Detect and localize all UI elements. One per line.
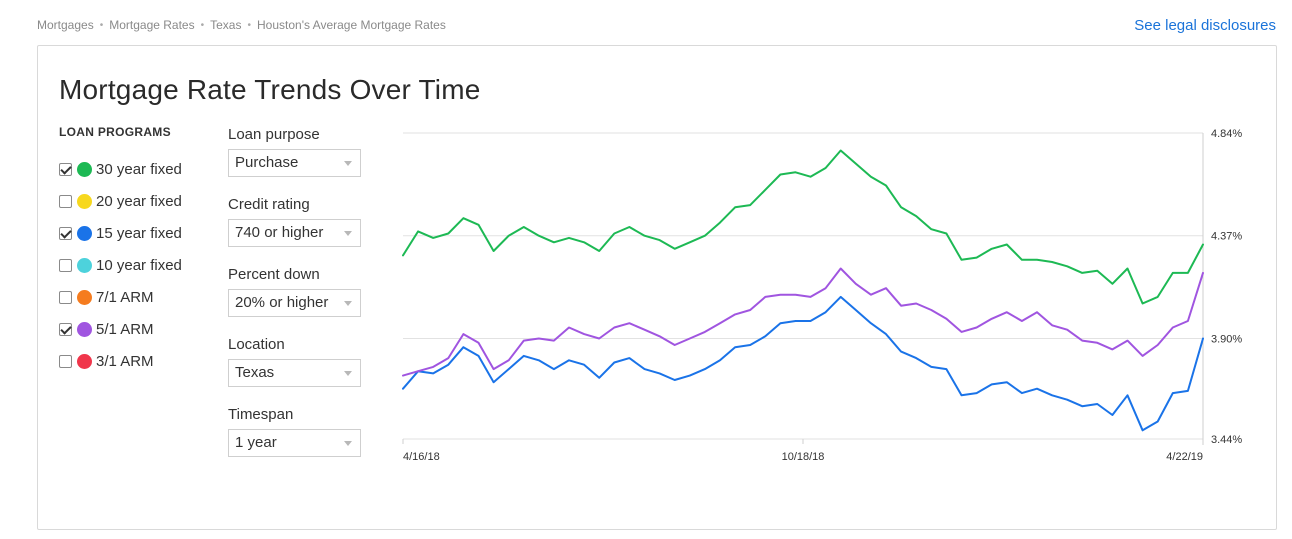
filter-label: Loan purpose xyxy=(228,126,320,143)
series-line xyxy=(402,149,1204,305)
filter-select-value: 20% or higher xyxy=(235,294,329,311)
series-color-dot xyxy=(77,225,92,241)
mortgage-trends-panel: Mortgage Rate Trends Over Time LOAN PROG… xyxy=(37,45,1277,530)
filter-select-value: 1 year xyxy=(235,434,277,451)
y-tick-label: 3.44% xyxy=(1211,434,1242,446)
y-tick-label: 4.84% xyxy=(1211,128,1242,140)
series-color-dot xyxy=(77,161,92,177)
breadcrumb-separator: • xyxy=(99,19,104,31)
x-tick-label: 4/22/19 xyxy=(1166,451,1203,463)
series-line xyxy=(402,295,1204,432)
filter-select-value: 740 or higher xyxy=(235,224,324,241)
program-checkbox[interactable] xyxy=(59,322,72,336)
filter-select[interactable]: Purchase xyxy=(228,149,361,177)
series-color-dot xyxy=(77,321,92,337)
series-color-dot xyxy=(77,289,92,305)
program-label: 15 year fixed xyxy=(96,224,182,242)
program-label: 20 year fixed xyxy=(96,192,182,210)
program-checkbox[interactable] xyxy=(59,354,72,368)
breadcrumb-separator: • xyxy=(247,19,251,31)
filter-select[interactable]: 20% or higher xyxy=(228,289,361,317)
breadcrumb-link[interactable]: Texas xyxy=(210,18,242,32)
filter-select[interactable]: Texas xyxy=(228,359,361,387)
chevron-down-icon xyxy=(344,371,352,376)
chevron-down-icon xyxy=(344,231,352,236)
program-checkbox[interactable] xyxy=(59,226,72,240)
program-checkbox[interactable] xyxy=(59,258,72,272)
program-label: 7/1 ARM xyxy=(96,288,154,306)
breadcrumb-link[interactable]: Mortgage Rates xyxy=(109,18,195,32)
loan-program-option[interactable]: 30 year fixed xyxy=(59,159,182,179)
program-checkbox[interactable] xyxy=(59,290,72,304)
breadcrumb: Mortgages • Mortgage Rates • Texas • Houston's… xyxy=(37,18,446,32)
series-color-dot xyxy=(77,193,92,209)
rate-trend-chart: 4.84% 4.37% 3.90% 3.44% 4/16/18 10/18/18 4/22/… xyxy=(402,128,1242,463)
chevron-down-icon xyxy=(344,441,352,446)
x-tick-label: 10/18/18 xyxy=(782,451,825,463)
filter-select-value: Purchase xyxy=(235,154,299,171)
y-tick-label: 4.37% xyxy=(1211,231,1242,243)
chevron-down-icon xyxy=(344,161,352,166)
loan-program-option[interactable]: 7/1 ARM xyxy=(59,287,154,307)
program-checkbox[interactable] xyxy=(59,162,72,176)
loan-program-option[interactable]: 3/1 ARM xyxy=(59,351,154,371)
x-tick-label: 4/16/18 xyxy=(403,451,440,463)
page-title: Mortgage Rate Trends Over Time xyxy=(59,74,481,105)
loan-program-option[interactable]: 5/1 ARM xyxy=(59,319,154,339)
series-color-dot xyxy=(77,353,92,369)
program-label: 10 year fixed xyxy=(96,256,182,274)
legal-disclosures-link[interactable]: See legal disclosures xyxy=(1134,17,1276,34)
breadcrumb-link[interactable]: Mortgages xyxy=(37,18,94,32)
filter-label: Location xyxy=(228,336,285,353)
y-tick-label: 3.90% xyxy=(1211,333,1242,345)
filter-label: Percent down xyxy=(228,266,320,283)
loan-program-option[interactable]: 15 year fixed xyxy=(59,223,182,243)
program-label: 3/1 ARM xyxy=(96,352,154,370)
chevron-down-icon xyxy=(344,301,352,306)
series-color-dot xyxy=(77,257,92,273)
program-label: 30 year fixed xyxy=(96,160,182,178)
loan-program-option[interactable]: 20 year fixed xyxy=(59,191,182,211)
program-checkbox[interactable] xyxy=(59,194,72,208)
filter-label: Credit rating xyxy=(228,196,310,213)
loan-programs-heading: LOAN PROGRAMS xyxy=(59,125,171,139)
filter-select[interactable]: 740 or higher xyxy=(228,219,361,247)
loan-program-option[interactable]: 10 year fixed xyxy=(59,255,182,275)
filter-label: Timespan xyxy=(228,406,294,423)
filter-select[interactable]: 1 year xyxy=(228,429,361,457)
breadcrumb-separator: • xyxy=(200,19,205,31)
program-label: 5/1 ARM xyxy=(96,320,154,338)
series-line xyxy=(402,267,1204,377)
filter-select-value: Texas xyxy=(235,364,275,381)
breadcrumb-link[interactable]: Houston's Average Mortgage Rates xyxy=(257,18,446,32)
